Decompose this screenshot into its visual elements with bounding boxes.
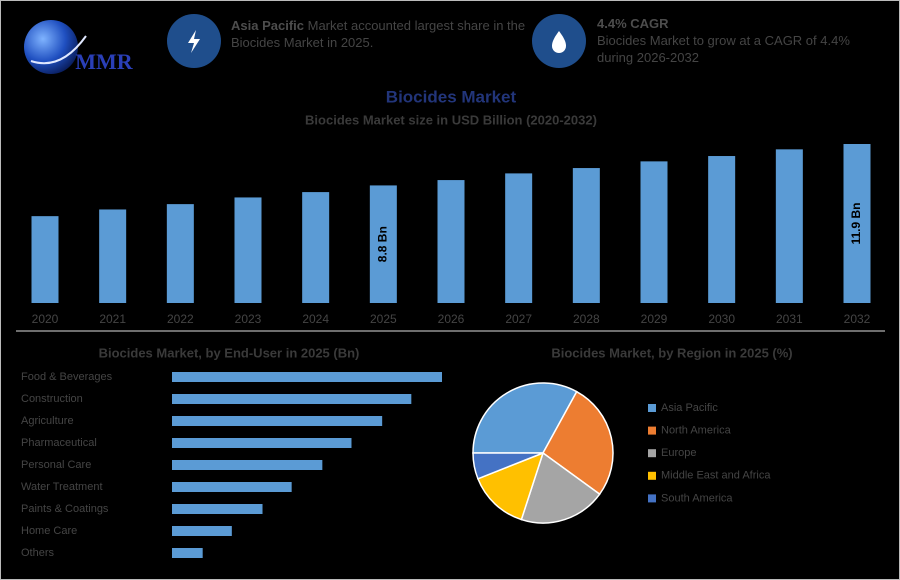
y-tick-label: Home Care xyxy=(21,525,77,537)
drop-icon xyxy=(552,31,566,53)
legend-label: Asia Pacific xyxy=(661,402,718,414)
info-box: 4.4% CAGR Biocides Market to grow at a CA… xyxy=(597,15,877,66)
bar xyxy=(31,216,59,303)
info-highlight: Asia Pacific xyxy=(231,18,304,33)
logo-swoosh xyxy=(30,35,87,65)
bar xyxy=(234,197,262,303)
bar xyxy=(302,192,330,303)
legend-label: Europe xyxy=(661,447,696,459)
bar xyxy=(172,526,232,536)
x-tick-label: 2023 xyxy=(235,312,262,326)
chart-subtitle: Biocides Market size in USD Billion (202… xyxy=(305,112,597,127)
logo-globe xyxy=(24,20,78,74)
x-tick-label: 2020 xyxy=(32,312,59,326)
y-tick-label: Paints & Coatings xyxy=(21,503,109,515)
bar xyxy=(172,548,203,558)
x-tick-label: 2021 xyxy=(99,312,126,326)
pie-slice xyxy=(472,382,578,454)
y-tick-label: Water Treatment xyxy=(21,481,103,493)
value-label: 11.9 Bn xyxy=(849,202,863,244)
chart-title: Biocides Market, by End-User in 2025 (Bn… xyxy=(99,345,360,360)
legend-label: North America xyxy=(661,425,732,437)
info-box: Asia Pacific Market accounted largest sh… xyxy=(231,17,526,51)
info-text: Market accounted largest share in the Bi… xyxy=(231,18,526,50)
bar xyxy=(172,416,383,426)
info-highlight: 4.4% CAGR xyxy=(597,16,669,31)
bar xyxy=(172,394,412,404)
legend-swatch xyxy=(648,494,656,503)
bar xyxy=(843,144,871,303)
x-tick-label: 2026 xyxy=(438,312,465,326)
pie-slice xyxy=(520,451,601,524)
legend-swatch xyxy=(648,449,656,458)
bar xyxy=(172,372,442,382)
y-tick-label: Others xyxy=(21,547,55,559)
legend-swatch xyxy=(648,404,656,412)
bar xyxy=(172,482,292,492)
bar xyxy=(505,173,533,303)
x-tick-label: 2022 xyxy=(167,312,194,326)
x-tick-label: 2029 xyxy=(641,312,668,326)
legend-swatch xyxy=(648,471,656,480)
logo-text: MMR xyxy=(75,49,134,74)
bar xyxy=(640,161,668,303)
y-tick-label: Pharmaceutical xyxy=(21,437,97,449)
y-tick-label: Construction xyxy=(21,393,83,405)
bar xyxy=(172,438,352,448)
bar xyxy=(572,168,600,303)
x-tick-label: 2031 xyxy=(776,312,803,326)
x-tick-label: 2024 xyxy=(302,312,329,326)
x-tick-label: 2027 xyxy=(505,312,532,326)
legend-swatch xyxy=(648,426,656,435)
bar xyxy=(437,180,465,303)
bar xyxy=(166,204,194,303)
y-tick-label: Agriculture xyxy=(21,415,74,427)
bar xyxy=(708,156,736,303)
bolt-icon xyxy=(188,30,200,53)
x-tick-label: 2030 xyxy=(708,312,735,326)
pie-slice xyxy=(476,451,545,521)
legend-label: Middle East and Africa xyxy=(661,470,771,482)
pie-slice xyxy=(472,452,544,480)
x-tick-label: 2028 xyxy=(573,312,600,326)
bar xyxy=(99,209,127,303)
bar xyxy=(369,185,397,303)
x-tick-label: 2032 xyxy=(844,312,871,326)
x-tick-label: 2025 xyxy=(370,312,397,326)
bar xyxy=(172,460,323,470)
chart-title: Biocides Market xyxy=(386,87,517,106)
bar xyxy=(775,149,803,303)
value-label: 8.8 Bn xyxy=(376,226,390,262)
legend-label: South America xyxy=(661,492,733,504)
y-tick-label: Food & Beverages xyxy=(21,371,113,383)
bar xyxy=(172,504,263,514)
y-tick-label: Personal Care xyxy=(21,459,91,471)
info-text: Biocides Market to grow at a CAGR of 4.4… xyxy=(597,33,850,65)
pie-slice xyxy=(542,390,614,496)
chart-title: Biocides Market, by Region in 2025 (%) xyxy=(551,345,792,360)
